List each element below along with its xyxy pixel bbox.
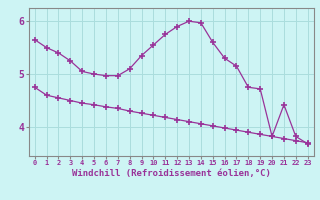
X-axis label: Windchill (Refroidissement éolien,°C): Windchill (Refroidissement éolien,°C) xyxy=(72,169,271,178)
